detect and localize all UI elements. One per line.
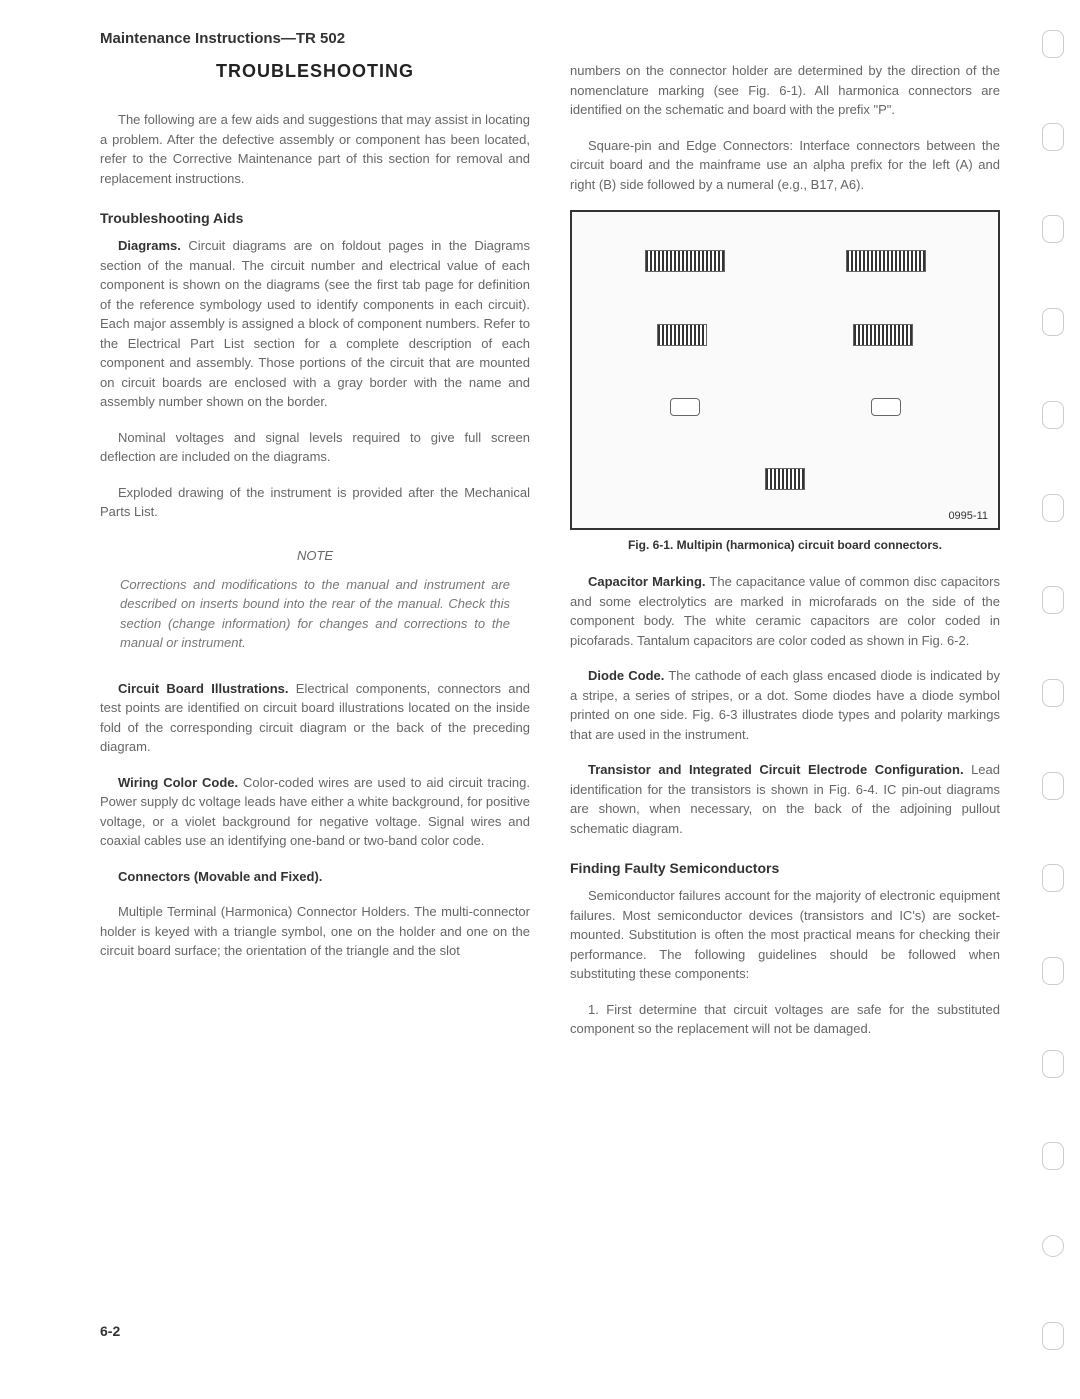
exploded-paragraph: Exploded drawing of the instrument is pr… bbox=[100, 483, 530, 522]
page-number: 6-2 bbox=[100, 1323, 120, 1339]
cbi-label: Circuit Board Illustrations. bbox=[118, 681, 289, 696]
nominal-paragraph: Nominal voltages and signal levels requi… bbox=[100, 428, 530, 467]
transistor-label: Transistor and Integrated Circuit Electr… bbox=[588, 762, 964, 777]
binding-hole-icon bbox=[1042, 401, 1064, 429]
document-title: Maintenance Instructions—TR 502 bbox=[100, 30, 1030, 47]
binding-hole-icon bbox=[1042, 30, 1064, 58]
cbi-paragraph: Circuit Board Illustrations. Electrical … bbox=[100, 679, 530, 757]
intro-paragraph: The following are a few aids and suggest… bbox=[100, 110, 530, 188]
faulty-heading: Finding Faulty Semiconductors bbox=[570, 860, 1000, 876]
note-body: Corrections and modifications to the man… bbox=[100, 575, 530, 653]
binding-hole-icon bbox=[1042, 1050, 1064, 1078]
main-heading: TROUBLESHOOTING bbox=[100, 61, 530, 82]
transistor-paragraph: Transistor and Integrated Circuit Electr… bbox=[570, 760, 1000, 838]
binding-hole-icon bbox=[1042, 864, 1064, 892]
note-label: NOTE bbox=[100, 548, 530, 563]
figure-id-label: 0995-11 bbox=[948, 510, 988, 522]
wcc-paragraph: Wiring Color Code. Color-coded wires are… bbox=[100, 773, 530, 851]
capacitor-paragraph: Capacitor Marking. The capacitance value… bbox=[570, 572, 1000, 650]
wcc-label: Wiring Color Code. bbox=[118, 775, 238, 790]
binding-hole-icon bbox=[1042, 772, 1064, 800]
binding-holes bbox=[1042, 30, 1072, 1350]
binding-hole-icon bbox=[1042, 586, 1064, 614]
numbers-paragraph: numbers on the connector holder are dete… bbox=[570, 61, 1000, 120]
binding-hole-icon bbox=[1042, 123, 1064, 151]
binding-hole-icon bbox=[1042, 308, 1064, 336]
diode-label: Diode Code. bbox=[588, 668, 664, 683]
figure-6-1: 0995-11 bbox=[570, 210, 1000, 530]
capacitor-label: Capacitor Marking. bbox=[588, 574, 706, 589]
diagrams-paragraph: Diagrams. Circuit diagrams are on foldou… bbox=[100, 236, 530, 412]
figure-inner bbox=[584, 224, 986, 516]
page-content: TROUBLESHOOTING The following are a few … bbox=[100, 61, 1000, 1321]
binding-hole-icon bbox=[1042, 1235, 1064, 1257]
binding-hole-icon bbox=[1042, 1142, 1064, 1170]
step-1: 1. First determine that circuit voltages… bbox=[570, 1000, 1000, 1039]
binding-hole-icon bbox=[1042, 494, 1064, 522]
binding-hole-icon bbox=[1042, 679, 1064, 707]
diode-paragraph: Diode Code. The cathode of each glass en… bbox=[570, 666, 1000, 744]
figure-caption: Fig. 6-1. Multipin (harmonica) circuit b… bbox=[570, 538, 1000, 552]
diagrams-label: Diagrams. bbox=[118, 238, 181, 253]
binding-hole-icon bbox=[1042, 1322, 1064, 1350]
faulty-paragraph: Semiconductor failures account for the m… bbox=[570, 886, 1000, 984]
troubleshooting-aids-heading: Troubleshooting Aids bbox=[100, 210, 530, 226]
binding-hole-icon bbox=[1042, 215, 1064, 243]
binding-hole-icon bbox=[1042, 957, 1064, 985]
square-paragraph: Square-pin and Edge Connectors: Interfac… bbox=[570, 136, 1000, 195]
connectors-heading: Connectors (Movable and Fixed). bbox=[100, 867, 530, 887]
diagrams-body: Circuit diagrams are on foldout pages in… bbox=[100, 238, 530, 409]
multi-paragraph: Multiple Terminal (Harmonica) Connector … bbox=[100, 902, 530, 961]
